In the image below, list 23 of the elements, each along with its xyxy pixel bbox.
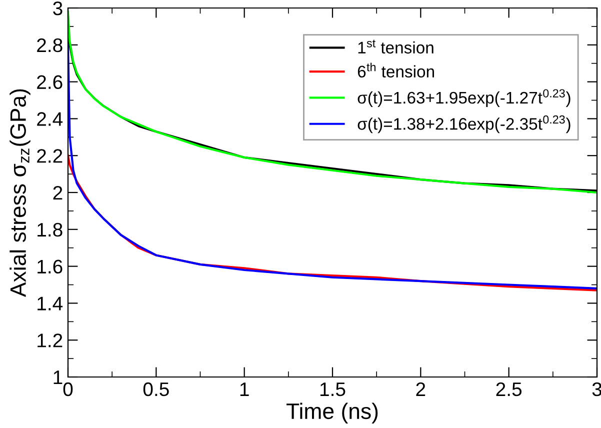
- x-tick-label: 2.5: [496, 382, 522, 396]
- y-tick-label: 2.2: [37, 149, 62, 163]
- y-axis-title: Axial stress σ$_{zz}$(GPa): [10, 89, 30, 298]
- y-tick-label: 2.6: [37, 75, 62, 90]
- x-tick-label: 1.5: [320, 382, 346, 396]
- y-tick-label: 1: [54, 370, 62, 384]
- y-tick-label: 2.4: [37, 112, 63, 126]
- y-tick-label: 1.6: [38, 260, 62, 274]
- legend-label: σ(t)=1.63+1.95exp(-1.27t$^{0.23}$): [358, 89, 570, 107]
- y-tick-label: 1.4: [38, 296, 63, 310]
- legend-label: 1$^{st}$ tension: [358, 40, 434, 54]
- x-axis-title: Time (ns): [286, 402, 378, 424]
- y-tick-label: 2.8: [37, 38, 62, 52]
- y-tick-label: 1.2: [38, 334, 62, 348]
- y-tick-label: 2: [53, 186, 62, 200]
- x-tick-label: 0.5: [143, 382, 169, 396]
- legend-label: σ(t)=1.38+2.16exp(-2.35t$^{0.23}$): [358, 115, 570, 134]
- y-tick-label: 1.8: [38, 222, 62, 237]
- y-tick-label: 3: [53, 1, 62, 16]
- x-tick-label: 0: [63, 382, 73, 396]
- legend-label: 6$^{th}$ tension: [358, 62, 434, 78]
- x-tick-label: 2: [416, 382, 426, 396]
- x-tick-label: 1: [240, 382, 249, 396]
